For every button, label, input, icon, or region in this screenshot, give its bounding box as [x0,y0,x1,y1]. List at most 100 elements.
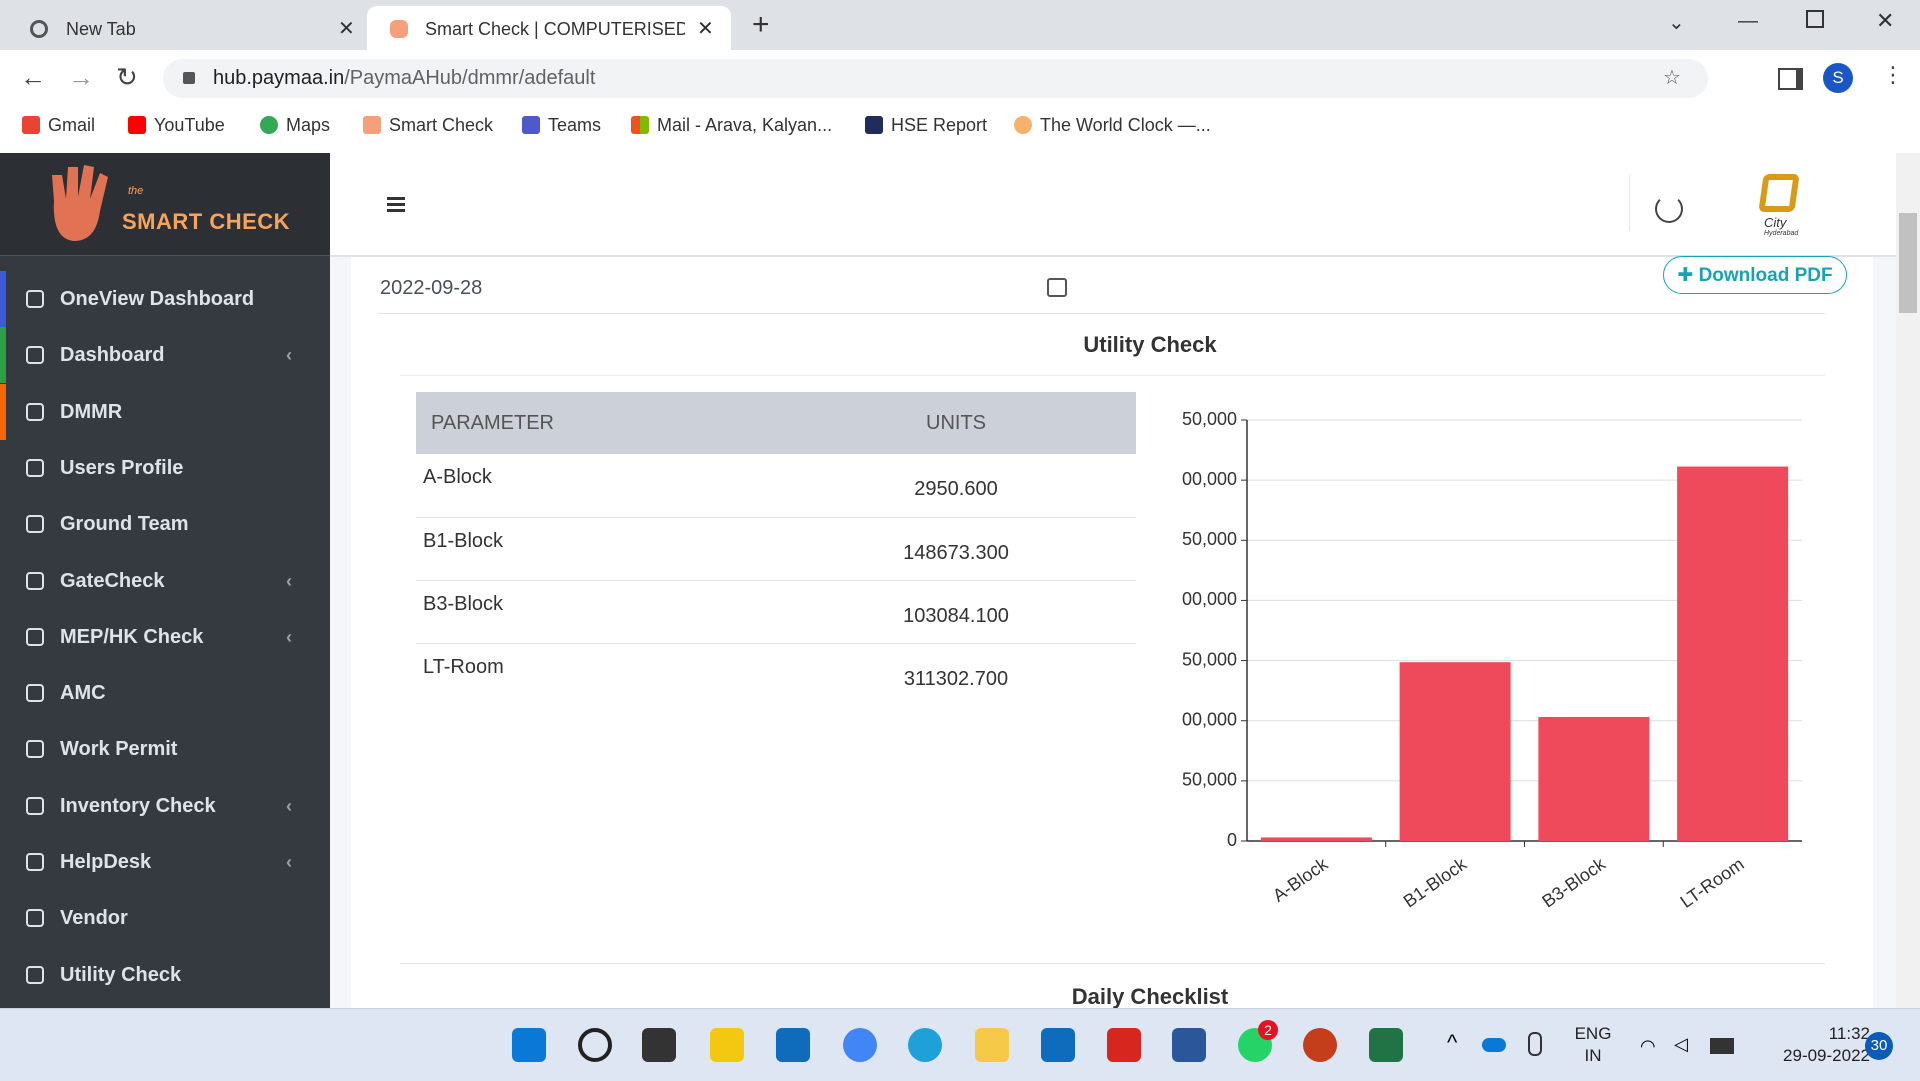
tab-close[interactable]: ✕ [338,18,355,40]
y-tick-label: 50,000 [1182,770,1237,790]
bar [1677,466,1789,841]
menu-item[interactable]: AMC [0,668,330,718]
y-tick-label: 50,000 [1182,529,1237,549]
download-label: Download PDF [1698,265,1833,286]
tray-chevron[interactable]: ^ [1447,1030,1458,1055]
onedrive[interactable] [1482,1038,1506,1052]
menu-item[interactable]: GateCheck ‹ [0,556,330,606]
client-logo-text: City [1764,215,1787,230]
menu-item[interactable]: HelpDesk ‹ [0,837,330,887]
menu-label: OneView Dashboard [60,288,255,310]
menu-label: DMMR [60,400,123,423]
utility-table: PARAMETER UNITS A-Block 2950.600 B1-Bloc… [416,392,1136,706]
menu-item[interactable]: Inventory Check ‹ [0,781,330,831]
start[interactable] [512,1028,546,1062]
menu-item[interactable]: DMMR [0,383,330,440]
bookmark[interactable]: Teams [522,114,601,136]
bookmark[interactable]: Maps [260,114,330,136]
active-tab[interactable] [367,6,731,50]
notifications[interactable]: 30 [1865,1032,1893,1060]
menu-icon [26,290,44,308]
excel[interactable] [1369,1028,1403,1062]
mic[interactable] [1528,1032,1542,1056]
close-window[interactable]: ✕ [1876,8,1895,33]
bookmark[interactable]: The World Clock —... [1014,114,1211,136]
menu-label: Dashboard [60,344,165,367]
calendar-icon[interactable] [1047,278,1067,297]
word[interactable] [1172,1028,1206,1062]
forward[interactable]: → [68,62,94,92]
powerpoint[interactable] [1303,1028,1337,1062]
menu-item[interactable]: Work Permit [0,724,330,774]
clock[interactable]: 11:32 29-09-2022 [1760,1023,1870,1067]
reload[interactable]: ↻ [116,62,138,92]
back[interactable]: ← [20,62,46,92]
scroll-thumb[interactable] [1899,213,1917,313]
bookmark-star[interactable]: ☆ [1663,67,1681,89]
hamburger[interactable] [387,197,405,200]
profile[interactable]: S [1823,63,1853,93]
logo: the SMART CHECK [0,153,330,256]
cell: 148673.300 [903,541,1009,564]
outlook-app[interactable] [1041,1028,1075,1062]
menu-icon [26,458,44,477]
edge[interactable] [908,1028,942,1062]
menu-icon [26,571,44,590]
search[interactable] [578,1028,612,1062]
bookmark[interactable]: Mail - Arava, Kalyan... [631,114,832,136]
battery[interactable] [1710,1038,1734,1054]
chrome[interactable] [843,1028,877,1062]
new-tab[interactable]: + [752,8,770,41]
task-view[interactable] [642,1028,676,1062]
menu[interactable]: ⋮ [1882,62,1904,87]
scrollbar[interactable] [1896,153,1920,1008]
bookmark[interactable]: HSE Report [865,114,987,136]
header-cell: UNITS [926,411,986,434]
bookmark[interactable]: Gmail [22,114,95,136]
explorer[interactable] [975,1028,1009,1062]
volume[interactable]: ◁ [1674,1034,1688,1054]
tab[interactable]: New Tab ✕ [30,8,360,50]
tab[interactable]: Smart Check | COMPUTERISED M ✕ [390,8,730,50]
logo-hand [52,165,108,241]
menu-item[interactable]: Users Profile [0,443,330,493]
menu-item[interactable]: Utility Check [0,950,330,1000]
minimize[interactable]: — [1738,10,1758,32]
sticky-notes[interactable] [710,1028,744,1062]
y-tick-label: 00,000 [1182,469,1237,489]
menu-item[interactable]: Dashboard ‹ [0,327,330,384]
bar [1260,837,1372,841]
wifi[interactable]: ◠ [1640,1036,1656,1056]
acrobat[interactable] [1107,1028,1141,1062]
bookmark[interactable]: Smart Check [363,114,493,136]
download-pdf[interactable]: ✚ Download PDF [1663,256,1847,294]
whatsapp-badge: 2 [1258,1020,1278,1040]
power[interactable] [1655,195,1683,223]
language[interactable]: ENG IN [1568,1023,1618,1067]
restore[interactable] [1806,10,1824,28]
menu-item[interactable]: Ground Team [0,499,330,549]
side-panel[interactable] [1778,68,1803,90]
date-input[interactable]: 2022-09-28 [380,277,483,299]
chart: 0 50,000 00,000 50,000 00,000 50,000 00,000 50,… [1182,409,1802,912]
menu-label: HelpDesk [60,851,152,873]
table-row: A-Block 2950.600 [416,454,1136,517]
menu-item[interactable]: MEP/HK Check ‹ [0,612,330,662]
bookmark[interactable]: YouTube [128,114,225,136]
address-bar[interactable]: hub.paymaa.in/PaymaAHub/dmmr/adefault ☆ [163,59,1708,98]
tab-search[interactable]: ⌄ [1668,12,1685,34]
menu-item[interactable]: Vendor [0,893,330,943]
menu-arrow: ‹ [286,795,292,816]
bookmarks-bar [0,104,1920,154]
x-tick-label: LT-Room [1677,854,1748,912]
y-tick-label: 00,000 [1182,709,1237,729]
menu-item[interactable]: OneView Dashboard [0,271,330,327]
outlook[interactable] [776,1028,810,1062]
table-row: B3-Block 103084.100 [416,580,1136,643]
sidebar [0,153,330,1008]
next-section-title: Daily Checklist [1071,984,1229,1009]
menu-arrow: ‹ [286,852,292,872]
tab-close[interactable]: ✕ [697,18,714,40]
menu-arrow: ‹ [286,570,292,591]
